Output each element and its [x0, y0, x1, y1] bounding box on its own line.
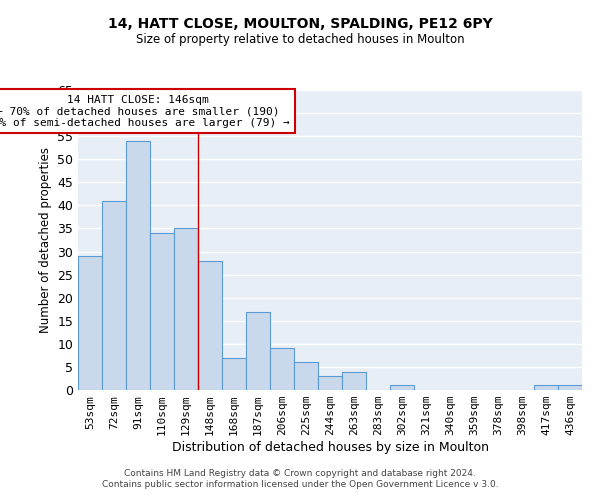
Bar — [390, 386, 414, 390]
Bar — [78, 256, 102, 390]
Bar — [246, 312, 270, 390]
Bar — [534, 386, 558, 390]
Bar — [174, 228, 198, 390]
Bar — [318, 376, 342, 390]
Bar — [222, 358, 246, 390]
X-axis label: Distribution of detached houses by size in Moulton: Distribution of detached houses by size … — [172, 441, 488, 454]
Bar — [558, 386, 582, 390]
Text: Contains public sector information licensed under the Open Government Licence v : Contains public sector information licen… — [101, 480, 499, 489]
Bar — [126, 141, 150, 390]
Bar — [198, 261, 222, 390]
Bar — [342, 372, 366, 390]
Bar — [150, 233, 174, 390]
Y-axis label: Number of detached properties: Number of detached properties — [38, 147, 52, 333]
Bar — [270, 348, 294, 390]
Text: Contains HM Land Registry data © Crown copyright and database right 2024.: Contains HM Land Registry data © Crown c… — [124, 468, 476, 477]
Text: 14, HATT CLOSE, MOULTON, SPALDING, PE12 6PY: 14, HATT CLOSE, MOULTON, SPALDING, PE12 … — [107, 18, 493, 32]
Bar — [102, 201, 126, 390]
Text: 14 HATT CLOSE: 146sqm
← 70% of detached houses are smaller (190)
29% of semi-det: 14 HATT CLOSE: 146sqm ← 70% of detached … — [0, 94, 290, 128]
Bar — [294, 362, 318, 390]
Text: Size of property relative to detached houses in Moulton: Size of property relative to detached ho… — [136, 32, 464, 46]
